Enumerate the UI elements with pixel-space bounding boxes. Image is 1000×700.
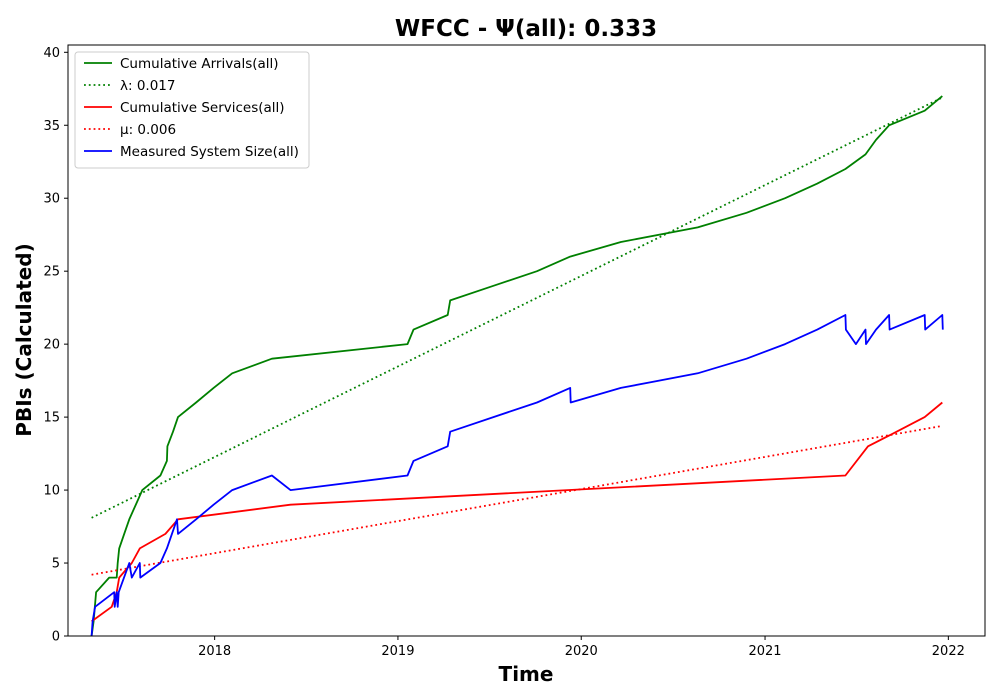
y-tick-label: 30 <box>43 192 60 207</box>
legend: Cumulative Arrivals(all) λ: 0.017 Cumulati… <box>74 51 310 169</box>
legend-label: μ: 0.006 <box>120 122 176 138</box>
x-axis-label: Time <box>499 662 554 686</box>
legend-box <box>74 51 310 169</box>
series-line-5 <box>90 314 944 637</box>
legend-label: Cumulative Services(all) <box>120 100 285 116</box>
legend-label: Measured System Size(all) <box>120 144 299 160</box>
x-tick-label: 2018 <box>198 644 231 659</box>
legend-label: Cumulative Arrivals(all) <box>120 56 279 72</box>
series-line-3 <box>91 401 943 623</box>
y-tick-label: 10 <box>43 484 60 499</box>
y-tick-label: 40 <box>43 46 60 61</box>
y-tick-label: 35 <box>43 119 60 134</box>
y-tick-label: 0 <box>52 630 60 645</box>
x-tick-label: 2019 <box>381 644 414 659</box>
y-tick-label: 5 <box>52 557 60 572</box>
x-tick-label: 2022 <box>932 644 965 659</box>
plot-frame <box>67 44 986 637</box>
legend-label: λ: 0.017 <box>120 78 175 94</box>
y-tick-label: 15 <box>43 411 60 426</box>
x-tick-label: 2021 <box>748 644 781 659</box>
x-tick-label: 2020 <box>565 644 598 659</box>
axes-layer: 2018 2019 2020 2021 2022 0 5 10 15 20 25 30 35 40 <box>43 44 986 659</box>
series-layer <box>90 95 944 637</box>
chart-title: WFCC - Ψ(all): 0.333 <box>395 16 657 42</box>
y-tick-label: 25 <box>43 265 60 280</box>
y-axis-label: PBIs (Calculated) <box>12 243 36 436</box>
series-line-1 <box>90 95 943 637</box>
y-tick-label: 20 <box>43 338 60 353</box>
